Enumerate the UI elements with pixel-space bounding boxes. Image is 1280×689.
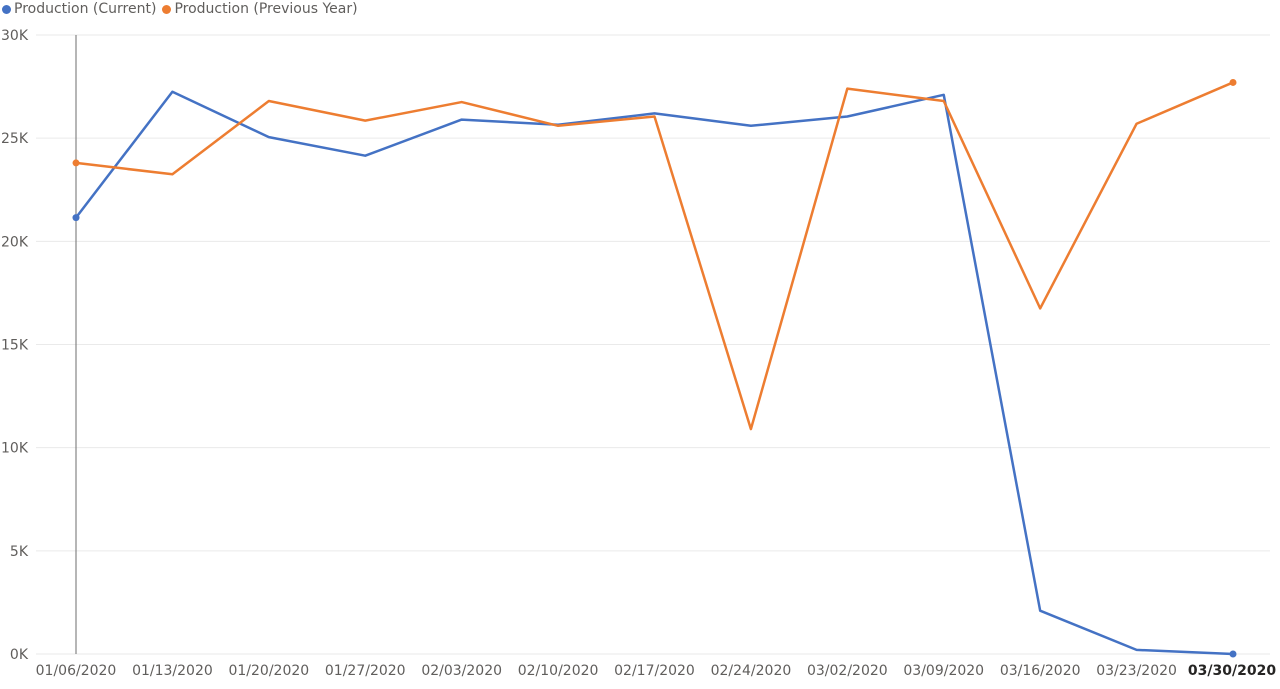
legend-label-previous-year: Production (Previous Year) — [174, 1, 358, 17]
x-tick-label: 02/10/2020 — [518, 663, 599, 679]
x-tick-label: 01/06/2020 — [36, 663, 117, 679]
legend-dot-previous-year — [162, 4, 172, 14]
x-tick-label: 03/23/2020 — [1096, 663, 1177, 679]
y-tick-label: 5K — [10, 544, 29, 560]
chart-legend: Production (Current) Production (Previou… — [2, 0, 364, 18]
y-tick-label: 20K — [1, 234, 29, 250]
x-tick-label: 02/03/2020 — [421, 663, 502, 679]
series-line-current — [75, 90, 1234, 656]
legend-dot-current — [2, 4, 11, 14]
x-tick-label: 03/02/2020 — [807, 663, 888, 679]
gridlines — [36, 34, 1270, 655]
legend-label-current: Production (Current) — [14, 1, 157, 17]
x-tick-label: 01/20/2020 — [228, 663, 309, 679]
x-tick-label: 02/17/2020 — [614, 663, 695, 679]
x-tick-label: 03/09/2020 — [903, 663, 984, 679]
x-tick-label: 03/16/2020 — [1000, 663, 1081, 679]
x-axis: 01/06/2020 01/13/2020 01/20/2020 01/27/2020… — [36, 663, 1277, 679]
x-tick-label: 01/27/2020 — [325, 663, 406, 679]
data-point-previous-year — [72, 159, 80, 167]
x-tick-label: 02/24/2020 — [711, 663, 792, 679]
y-tick-label: 15K — [1, 338, 29, 354]
legend-item-current[interactable]: Production (Current) — [2, 1, 156, 17]
y-tick-label: 30K — [1, 28, 29, 44]
y-axis: 0K 5K 10K 15K 20K 25K 30K — [1, 28, 29, 663]
series-line-previous-year — [75, 81, 1234, 431]
series-group — [72, 78, 1237, 658]
data-point-current — [72, 214, 80, 222]
data-point-previous-year — [1229, 78, 1237, 86]
x-tick-label: 01/13/2020 — [132, 663, 213, 679]
legend-item-previous-year[interactable]: Production (Previous Year) — [162, 1, 358, 17]
y-tick-label: 25K — [1, 131, 29, 147]
y-tick-label: 10K — [1, 441, 29, 457]
x-tick-label: 03/30/2020 — [1188, 663, 1276, 679]
data-point-current — [1229, 650, 1237, 658]
y-tick-label: 0K — [10, 647, 29, 663]
